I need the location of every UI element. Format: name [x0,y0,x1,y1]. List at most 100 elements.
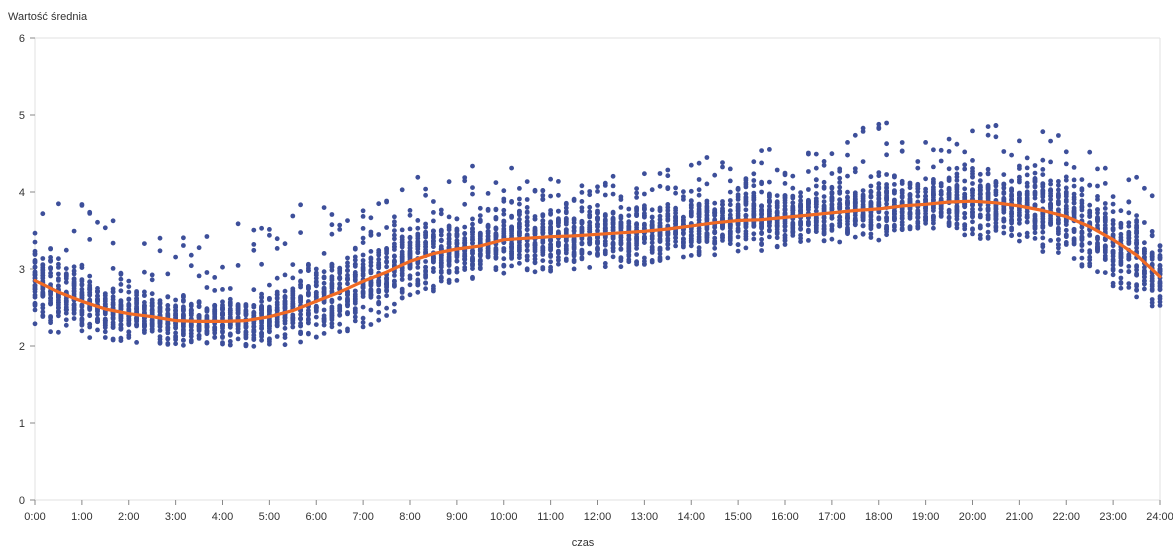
scatter-point [712,245,718,251]
scatter-point [243,323,249,329]
scatter-point [352,318,358,324]
scatter-point [313,279,319,284]
scatter-point [329,311,335,316]
scatter-point [688,198,694,204]
scatter-point [1134,230,1139,236]
scatter-point [790,221,796,227]
scatter-point [1134,283,1139,289]
scatter-point [282,342,288,348]
scatter-point [384,246,389,252]
x-tick-label: 19:00 [912,511,940,523]
scatter-point [517,186,522,191]
scatter-point [774,167,780,173]
scatter-point [657,258,663,263]
scatter-point [876,181,882,187]
scatter-point [360,226,366,231]
scatter-point [837,197,843,203]
scatter-point [1149,278,1155,284]
scatter-point [852,219,858,225]
scatter-point [915,189,921,195]
scatter-point [220,323,225,329]
scatter-point [821,226,827,232]
scatter-point [962,222,968,228]
scatter-point [587,229,593,235]
scatter-point [438,264,444,270]
scatter-point [251,287,257,293]
scatter-point [563,205,569,211]
scatter-point [142,293,147,298]
scatter-point [993,192,999,198]
scatter-point [1142,269,1147,275]
scatter-point [657,217,663,223]
scatter-point [259,261,264,267]
scatter-point [142,323,147,328]
scatter-point [204,340,210,346]
scatter-point [509,224,514,230]
scatter-point [337,270,343,276]
scatter-point [40,262,46,267]
scatter-point [235,306,241,312]
scatter-point [642,221,647,227]
scatter-point [556,223,561,229]
scatter-point [1126,230,1132,236]
scatter-point [602,212,608,218]
scatter-point [462,236,468,241]
scatter-point [751,183,757,189]
scatter-point [634,190,639,196]
x-axis: 0:00 1:00 2:00 3:00 4:00 5:00 6:00 7:00 8:00 9:00… [24,500,1173,523]
scatter-point [196,313,202,319]
scatter-point [602,221,608,227]
scatter-point [181,313,186,319]
scatter-point [56,256,61,262]
scatter-point [915,193,921,199]
scatter-point [102,317,108,323]
scatter-point [1079,230,1085,236]
scatter-point [743,191,749,197]
scatter-point [368,260,374,265]
scatter-point [852,203,858,208]
scatter-point [821,179,827,185]
scatter-point [532,187,538,193]
scatter-point [438,232,444,238]
scatter-point [1079,177,1085,183]
scatter-point [1118,247,1124,253]
scatter-point [470,185,475,191]
scatter-point [774,231,780,237]
scatter-point [267,232,272,238]
scatter-point [1048,203,1053,209]
scatter-point [157,309,163,314]
scatter-point [313,305,319,310]
scatter-point [626,246,632,252]
scatter-point [665,185,671,191]
scatter-point [1134,245,1139,251]
scatter-point [157,298,163,303]
scatter-point [415,265,421,270]
scatter-point [1017,212,1022,218]
scatter-point [509,215,514,220]
scatter-point [470,266,475,271]
scatter-point [157,340,163,346]
scatter-point [1118,220,1124,226]
scatter-point [1087,214,1093,220]
scatter-point [337,281,343,287]
scatter-point [540,212,546,218]
scatter-point [782,200,788,206]
scatter-point [360,235,366,241]
scatter-point [313,266,319,272]
scatter-point [306,331,311,337]
scatter-point [1001,206,1007,211]
scatter-point [509,165,514,171]
scatter-point [352,288,358,294]
scatter-point [806,227,811,233]
scatter-point [688,202,694,208]
scatter-point [181,337,186,343]
scatter-point [829,197,835,203]
scatter-point [1149,288,1155,293]
scatter-point [392,283,397,289]
scatter-point [673,239,678,245]
scatter-point [306,290,311,296]
scatter-point [1056,250,1061,256]
scatter-point [165,325,171,330]
scatter-point [860,196,866,201]
scatter-point [923,211,928,217]
